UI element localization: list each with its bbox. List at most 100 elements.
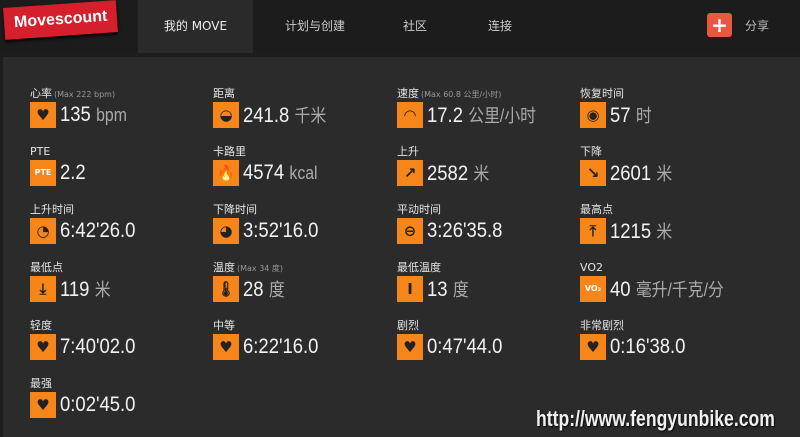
stat-value: 0:16'38.0 — [610, 335, 686, 358]
stat-item: 轻度 ♥ 7:40'02.0 — [30, 318, 210, 360]
stat-item: PTE PTE 2.2 — [30, 144, 210, 186]
stat-unit: bpm — [96, 105, 127, 125]
stat-unit: 米 — [94, 280, 111, 300]
stat-value: 4574 kcal — [243, 161, 318, 184]
top-nav: Movescount 我的 MOVE 计划与创建 社区 连接 + 分享 — [0, 0, 800, 53]
flame-icon: 🔥 — [213, 160, 239, 186]
stat-label: 轻度 — [30, 319, 52, 332]
movescount-logo[interactable]: Movescount — [3, 0, 118, 40]
stat-label: 卡路里 — [213, 145, 246, 158]
stat-item: 剧烈 ♥ 0:47'44.0 — [397, 318, 577, 360]
stat-value: 3:52'16.0 — [243, 219, 319, 242]
stat-item: 最低点 ⤓ 119 米 — [30, 260, 210, 302]
stat-item: 最高点 ⤒ 1215 米 — [580, 202, 760, 244]
stat-label: VO2 — [580, 261, 603, 274]
stat-value: 0:47'44.0 — [427, 335, 503, 358]
stat-item: 中等 ♥ 6:22'16.0 — [213, 318, 393, 360]
stat-item: 恢复时间 ◉ 57 时 — [580, 86, 760, 128]
heart-zone-4-icon: ♥ — [580, 334, 606, 360]
flat-time-icon: ⊖ — [397, 218, 423, 244]
heart-zone-2-icon: ♥ — [213, 334, 239, 360]
stat-unit: 公里/小时 — [468, 106, 537, 126]
stat-value: 241.8 千米 — [243, 104, 327, 127]
stat-item: 温度 (Max 34 度) 🌡 28 度 — [213, 260, 393, 302]
stat-unit: 度 — [452, 280, 469, 300]
speedometer-icon: ◠ — [397, 102, 423, 128]
stat-unit: 毫升/千克/分 — [635, 280, 724, 300]
tape-measure-icon: ◒ — [213, 102, 239, 128]
stat-value: 13 度 — [427, 278, 469, 301]
descent-time-icon: ◕ — [213, 218, 239, 244]
stat-label: 最低温度 — [397, 261, 441, 274]
stat-item: 卡路里 🔥 4574 kcal — [213, 144, 393, 186]
stat-value: 17.2 公里/小时 — [427, 104, 537, 127]
plus-icon[interactable]: + — [707, 13, 732, 37]
vo2-icon: VO₂ — [580, 276, 606, 302]
share-button[interactable]: 分享 — [745, 19, 770, 33]
highest-point-icon: ⤒ — [580, 218, 606, 244]
stat-value: 6:42'26.0 — [60, 219, 136, 242]
stat-item: 最强 ♥ 0:02'45.0 — [30, 376, 210, 418]
stat-item: 下降 ↘ 2601 米 — [580, 144, 760, 186]
stat-value: 1215 米 — [610, 220, 673, 243]
stat-unit: kcal — [289, 163, 318, 183]
stat-item: VO2 VO₂ 40 毫升/千克/分 — [580, 260, 760, 302]
stat-item: 上升 ↗ 2582 米 — [397, 144, 577, 186]
thermometer-icon: 🌡 — [213, 276, 239, 302]
stat-label: 温度 — [213, 261, 235, 274]
stat-item: 平动时间 ⊖ 3:26'35.8 — [397, 202, 577, 244]
stat-unit: 米 — [656, 222, 673, 242]
heart-zone-5-icon: ♥ — [30, 392, 56, 418]
heart-zone-1-icon: ♥ — [30, 334, 56, 360]
stat-label: 速度 — [397, 87, 419, 100]
stat-max-note: (Max 60.8 公里/小时) — [421, 90, 502, 99]
stat-value: 7:40'02.0 — [60, 335, 136, 358]
stat-max-note: (Max 34 度) — [237, 264, 284, 273]
stat-label: 最高点 — [580, 203, 613, 216]
stat-value: 40 毫升/千克/分 — [610, 278, 724, 301]
tab-community[interactable]: 社区 — [402, 19, 427, 33]
pte-icon: PTE — [30, 160, 56, 186]
stat-item: 速度 (Max 60.8 公里/小时) ◠ 17.2 公里/小时 — [397, 86, 577, 128]
stat-value: 119 米 — [60, 278, 111, 301]
stat-max-note: (Max 222 bpm) — [54, 90, 116, 99]
stat-label: 剧烈 — [397, 319, 419, 332]
stat-value: 57 时 — [610, 104, 652, 127]
heart-zone-3-icon: ♥ — [397, 334, 423, 360]
ascent-time-icon: ◔ — [30, 218, 56, 244]
stat-label: 上升时间 — [30, 203, 74, 216]
stat-unit: 度 — [268, 280, 285, 300]
stat-item: 下降时间 ◕ 3:52'16.0 — [213, 202, 393, 244]
stat-unit: 米 — [656, 164, 673, 184]
stat-label: PTE — [30, 145, 51, 158]
tab-my-move[interactable]: 我的 MOVE — [138, 0, 253, 53]
tab-plan-create[interactable]: 计划与创建 — [284, 19, 345, 33]
stat-label: 恢复时间 — [580, 87, 624, 100]
arrow-up-right-icon: ↗ — [397, 160, 423, 186]
stat-value: 0:02'45.0 — [60, 393, 136, 416]
stat-value: 135 bpm — [60, 103, 127, 126]
stat-label: 下降 — [580, 145, 602, 158]
stat-value: 3:26'35.8 — [427, 219, 503, 242]
stat-item: 心率 (Max 222 bpm) ♥ 135 bpm — [30, 86, 210, 128]
heart-icon: ♥ — [30, 102, 56, 128]
stat-unit: 千米 — [294, 106, 327, 126]
stat-label: 下降时间 — [213, 203, 257, 216]
stat-label: 中等 — [213, 319, 235, 332]
stat-label: 距离 — [213, 87, 235, 100]
stat-label: 最强 — [30, 377, 52, 390]
min-temperature-icon: Ⅰ — [397, 276, 423, 302]
stat-value: 2582 米 — [427, 162, 490, 185]
watermark: http://www.fengyunbike.com — [536, 406, 775, 431]
stat-item: 上升时间 ◔ 6:42'26.0 — [30, 202, 210, 244]
stat-label: 平动时间 — [397, 203, 441, 216]
stat-item: 非常剧烈 ♥ 0:16'38.0 — [580, 318, 760, 360]
stat-unit: 米 — [473, 164, 490, 184]
arrow-down-right-icon: ↘ — [580, 160, 606, 186]
stat-value: 2601 米 — [610, 162, 673, 185]
stat-item: 距离 ◒ 241.8 千米 — [213, 86, 393, 128]
recovery-icon: ◉ — [580, 102, 606, 128]
stat-label: 上升 — [397, 145, 419, 158]
tab-connect[interactable]: 连接 — [487, 19, 512, 33]
stat-value: 28 度 — [243, 278, 285, 301]
